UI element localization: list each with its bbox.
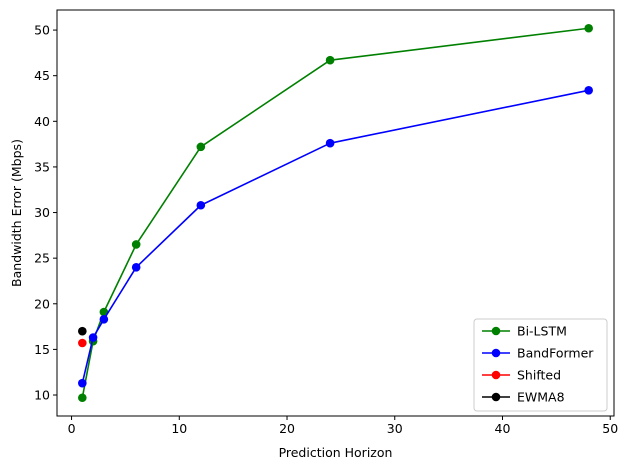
legend-label: Shifted bbox=[517, 368, 561, 383]
x-tick-label: 20 bbox=[279, 421, 295, 436]
legend-item: Bi-LSTM bbox=[482, 324, 567, 339]
legend-marker bbox=[491, 392, 501, 402]
data-point bbox=[196, 200, 206, 210]
data-point bbox=[78, 393, 87, 403]
data-point bbox=[78, 338, 87, 348]
legend-box bbox=[473, 318, 608, 412]
data-point bbox=[584, 23, 593, 33]
y-tick-label: 50 bbox=[34, 23, 50, 38]
x-axis-label: Prediction Horizon bbox=[279, 445, 393, 460]
data-point bbox=[325, 55, 335, 65]
y-tick-label: 30 bbox=[34, 205, 50, 220]
x-tick-label: 0 bbox=[68, 421, 76, 436]
legend-item: Shifted bbox=[482, 368, 561, 383]
y-tick-label: 15 bbox=[34, 342, 50, 357]
legend-marker bbox=[491, 348, 501, 358]
data-point bbox=[131, 262, 141, 272]
legend-marker bbox=[491, 326, 501, 336]
data-point bbox=[78, 326, 87, 336]
y-tick-label: 40 bbox=[34, 114, 50, 129]
legend: Bi-LSTM BandFormer Shifted EWMA8 bbox=[473, 318, 608, 412]
series-bandformer bbox=[78, 85, 593, 388]
legend-label: BandFormer bbox=[517, 346, 594, 361]
data-point bbox=[325, 138, 335, 148]
legend-marker bbox=[491, 370, 501, 380]
series-ewma8 bbox=[78, 326, 87, 336]
y-tick-label: 20 bbox=[34, 296, 50, 311]
plot-area bbox=[78, 23, 593, 403]
data-point bbox=[99, 314, 109, 324]
legend-label: Bi-LSTM bbox=[517, 324, 567, 339]
legend-item: EWMA8 bbox=[482, 390, 565, 405]
x-tick-label: 50 bbox=[602, 421, 618, 436]
data-point bbox=[196, 142, 206, 152]
data-point bbox=[99, 307, 109, 317]
series-shifted bbox=[78, 338, 87, 348]
y-axis-label: Bandwidth Error (Mbps) bbox=[9, 139, 24, 287]
axes: 0 10 20 30 40 50 10 15 20 25 30 35 40 45 50 bbox=[34, 9, 618, 436]
data-point bbox=[88, 333, 98, 342]
y-tick-label: 10 bbox=[34, 388, 50, 403]
x-tick-label: 40 bbox=[495, 421, 511, 436]
legend-label: EWMA8 bbox=[517, 390, 565, 405]
y-tick-label: 25 bbox=[34, 251, 50, 266]
data-point bbox=[584, 85, 593, 95]
data-point bbox=[78, 378, 87, 388]
legend-item: BandFormer bbox=[482, 346, 594, 361]
data-point bbox=[131, 240, 141, 249]
x-tick-label: 10 bbox=[171, 421, 187, 436]
y-tick-label: 35 bbox=[34, 159, 50, 174]
y-tick-label: 45 bbox=[34, 68, 50, 83]
x-tick-label: 30 bbox=[387, 421, 403, 436]
